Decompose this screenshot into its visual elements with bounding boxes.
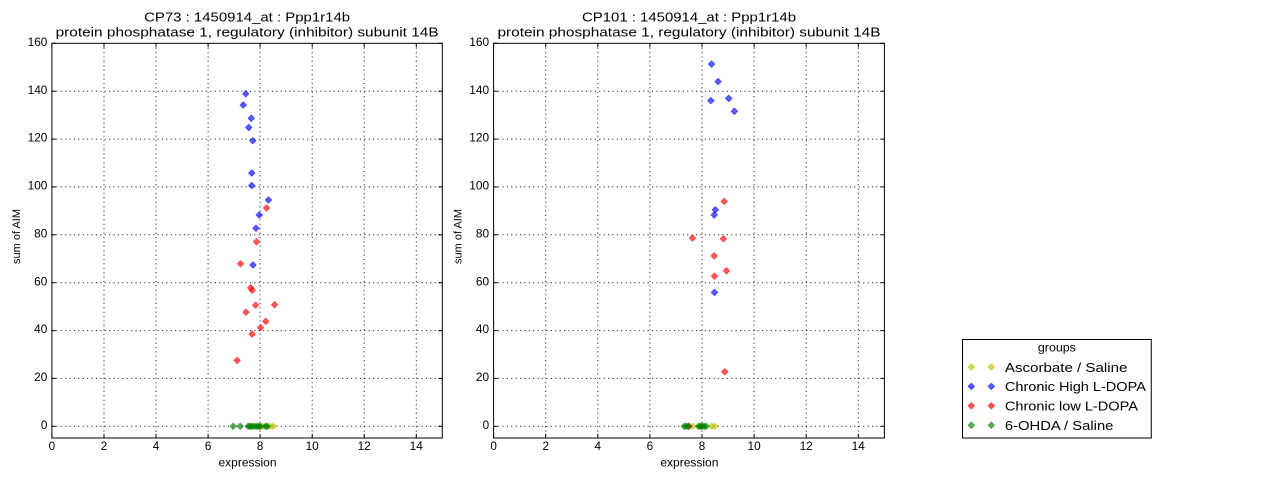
svg-text:0: 0 bbox=[483, 419, 490, 432]
svg-text:160: 160 bbox=[469, 36, 489, 49]
svg-text:4: 4 bbox=[153, 440, 160, 453]
svg-text:14: 14 bbox=[852, 440, 866, 453]
svg-text:0: 0 bbox=[490, 440, 497, 453]
svg-text:8: 8 bbox=[699, 440, 706, 453]
svg-text:10: 10 bbox=[748, 440, 762, 453]
svg-text:2: 2 bbox=[542, 440, 549, 453]
svg-text:expression: expression bbox=[218, 456, 276, 470]
svg-text:100: 100 bbox=[469, 180, 489, 193]
svg-text:CP101 : 1450914_at : Ppp1r14b: CP101 : 1450914_at : Ppp1r14b bbox=[582, 9, 796, 24]
svg-text:10: 10 bbox=[306, 440, 320, 453]
svg-text:4: 4 bbox=[595, 440, 602, 453]
svg-text:60: 60 bbox=[476, 275, 490, 288]
svg-text:0: 0 bbox=[49, 440, 56, 453]
svg-text:40: 40 bbox=[34, 323, 48, 336]
svg-text:140: 140 bbox=[469, 84, 489, 97]
svg-text:8: 8 bbox=[257, 440, 264, 453]
svg-text:6-OHDA / Saline: 6-OHDA / Saline bbox=[1005, 418, 1114, 433]
svg-text:6: 6 bbox=[647, 440, 654, 453]
svg-text:6: 6 bbox=[205, 440, 212, 453]
svg-text:120: 120 bbox=[469, 132, 489, 145]
svg-text:protein phosphatase 1, regulat: protein phosphatase 1, regulatory (inhib… bbox=[498, 25, 881, 40]
svg-text:CP73 : 1450914_at : Ppp1r14b: CP73 : 1450914_at : Ppp1r14b bbox=[144, 9, 350, 24]
svg-text:80: 80 bbox=[34, 227, 48, 240]
svg-text:100: 100 bbox=[28, 180, 48, 193]
svg-text:sum of AIM: sum of AIM bbox=[11, 209, 23, 264]
svg-text:0: 0 bbox=[41, 419, 48, 432]
svg-text:groups: groups bbox=[1038, 340, 1076, 354]
svg-text:sum of AIM: sum of AIM bbox=[453, 209, 465, 264]
svg-text:140: 140 bbox=[28, 84, 48, 97]
svg-text:14: 14 bbox=[410, 440, 424, 453]
svg-text:20: 20 bbox=[476, 371, 490, 384]
svg-text:Chronic low L-DOPA: Chronic low L-DOPA bbox=[1005, 399, 1138, 414]
svg-text:expression: expression bbox=[660, 456, 718, 470]
svg-text:Ascorbate / Saline: Ascorbate / Saline bbox=[1005, 360, 1128, 375]
svg-text:protein phosphatase 1, regulat: protein phosphatase 1, regulatory (inhib… bbox=[56, 25, 439, 40]
svg-text:60: 60 bbox=[34, 275, 48, 288]
svg-text:Chronic High L-DOPA: Chronic High L-DOPA bbox=[1005, 379, 1146, 394]
svg-text:160: 160 bbox=[28, 36, 48, 49]
svg-text:120: 120 bbox=[28, 132, 48, 145]
svg-text:40: 40 bbox=[476, 323, 490, 336]
svg-text:20: 20 bbox=[34, 371, 48, 384]
svg-text:12: 12 bbox=[800, 440, 813, 453]
svg-text:12: 12 bbox=[358, 440, 371, 453]
svg-text:2: 2 bbox=[101, 440, 108, 453]
svg-text:80: 80 bbox=[476, 227, 490, 240]
